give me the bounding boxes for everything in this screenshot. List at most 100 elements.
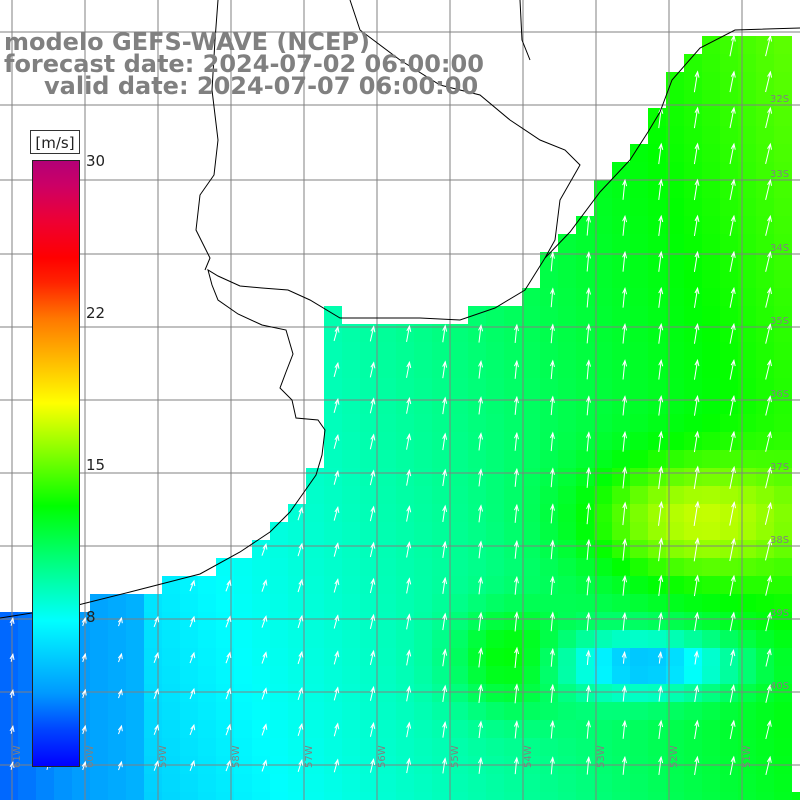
colorbar-tick-30: 30 [86, 152, 106, 170]
wind-cell [630, 252, 648, 270]
wind-cell [504, 432, 522, 450]
wind-arrow-head [514, 646, 520, 655]
wind-arrow [297, 651, 303, 665]
wind-cell [666, 216, 684, 234]
wind-arrow-head [767, 34, 773, 42]
wind-cell [558, 504, 576, 522]
wind-cell [738, 360, 756, 378]
model-title: modelo GEFS-WAVE (NCEP) [4, 28, 370, 56]
wind-cell [684, 468, 702, 486]
wind-cell [558, 378, 576, 396]
wind-cell [576, 414, 594, 432]
wind-cell [702, 666, 720, 684]
wind-cell [360, 576, 378, 594]
wind-cell [108, 702, 126, 720]
wind-speed-cells [0, 36, 800, 800]
wind-cell [630, 234, 648, 252]
wind-cell [468, 648, 486, 666]
wind-arrow-head [622, 323, 628, 331]
wind-arrow [225, 652, 231, 664]
wind-cell [378, 666, 396, 684]
wind-cell [666, 180, 684, 198]
wind-cell [576, 684, 594, 702]
wind-arrow-head [190, 687, 196, 695]
wind-arrow [333, 687, 339, 701]
wind-arrow [694, 720, 698, 740]
wind-arrow-head [694, 250, 700, 259]
wind-cell [414, 792, 432, 800]
wind-arrow [658, 613, 662, 631]
wind-arrow [729, 216, 735, 236]
wind-arrow-head [550, 287, 555, 295]
wind-cell [486, 468, 504, 486]
wind-cell [450, 432, 468, 450]
wind-arrow-head [550, 503, 555, 511]
wind-cell [630, 558, 648, 576]
wind-arrow-head [549, 359, 555, 367]
wind-cell [630, 432, 648, 450]
longitude-label: 57W [304, 745, 315, 768]
wind-cell [468, 612, 486, 630]
wind-arrow [622, 216, 626, 236]
wind-cell [774, 342, 792, 360]
wind-cell [576, 594, 594, 612]
wind-cell [576, 234, 594, 252]
wind-cell [414, 684, 432, 702]
wind-arrow [550, 540, 554, 560]
wind-cell [234, 774, 252, 792]
wind-cell [522, 792, 540, 800]
wind-arrow [442, 685, 446, 703]
wind-cell [342, 342, 360, 360]
wind-cell [378, 738, 396, 756]
wind-cell [558, 468, 576, 486]
wind-cell [630, 414, 648, 432]
wind-arrow [406, 758, 410, 774]
wind-cell [522, 522, 540, 540]
wind-arrow-head [334, 325, 340, 333]
wind-cell [450, 612, 468, 630]
wind-cell [720, 144, 738, 162]
wind-cell [702, 198, 720, 216]
wind-arrow-head [549, 431, 555, 440]
wind-cell [540, 540, 558, 558]
wind-arrow-head [694, 178, 700, 186]
wind-arrow-head [550, 467, 555, 475]
wind-arrow-head [370, 361, 376, 369]
wind-arrow-head [586, 502, 592, 510]
wind-cell [360, 342, 378, 360]
wind-cell [306, 702, 324, 720]
wind-cell [522, 612, 540, 630]
wind-cell [756, 360, 774, 378]
wind-cell [648, 738, 666, 756]
wind-cell [360, 396, 378, 414]
wind-cell [756, 162, 774, 180]
wind-cell [540, 414, 558, 432]
wind-cell [432, 792, 450, 800]
wind-arrow [406, 470, 410, 486]
wind-cell [198, 774, 216, 792]
wind-arrow-head [154, 687, 160, 695]
wind-cell [576, 432, 594, 450]
wind-arrow-head [406, 577, 412, 585]
wind-cell [738, 522, 756, 540]
wind-cell [144, 630, 162, 648]
wind-arrow-head [693, 650, 699, 658]
wind-cell [396, 666, 414, 684]
wind-arrow [586, 757, 590, 775]
wind-cell [414, 342, 432, 360]
wind-cell [522, 774, 540, 792]
wind-cell [684, 684, 702, 702]
wind-cell [234, 594, 252, 612]
wind-cell [0, 684, 18, 702]
wind-arrow-head [622, 250, 628, 259]
wind-cell [594, 234, 612, 252]
wind-cell [144, 774, 162, 792]
wind-arrow-head [730, 250, 736, 258]
wind-arrow [586, 685, 590, 703]
wind-cell [648, 630, 666, 648]
wind-cell [432, 432, 450, 450]
wind-cell [180, 630, 198, 648]
wind-arrow-head [298, 686, 304, 694]
wind-arrow-head [9, 652, 15, 661]
wind-cell [432, 576, 450, 594]
